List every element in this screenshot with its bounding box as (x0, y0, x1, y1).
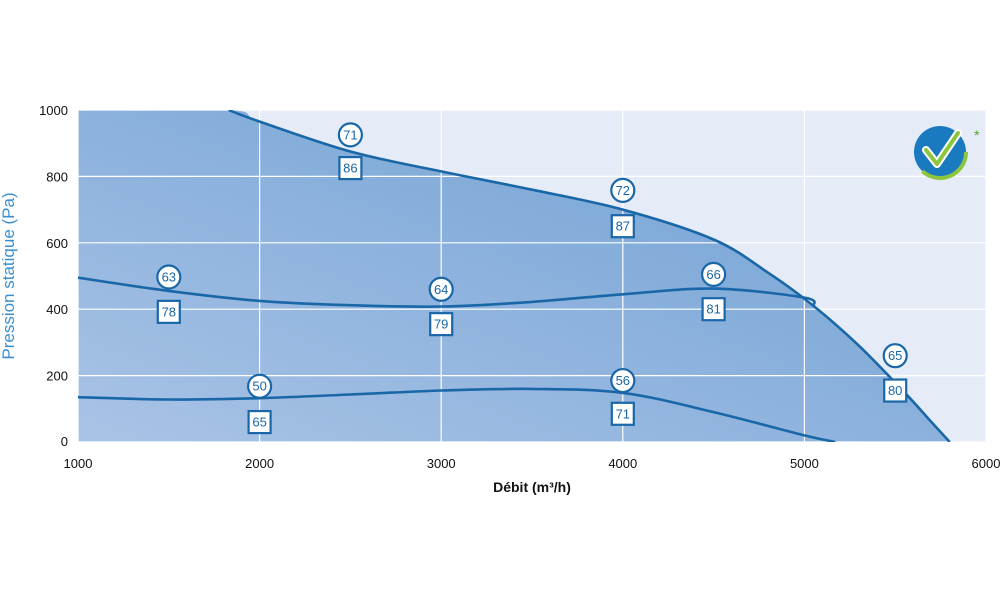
square-label: 65 (247, 409, 272, 435)
y-tick-label: 1000 (39, 103, 68, 118)
y-tick-label: 800 (46, 169, 68, 184)
circle-label: 65 (882, 343, 908, 369)
annotation-value: 79 (434, 317, 448, 332)
x-tick-label: 3000 (427, 456, 456, 471)
annotation-value: 87 (616, 219, 630, 234)
x-tick-label: 2000 (245, 456, 274, 471)
checkmark-logo-icon (912, 124, 968, 180)
annotation-value: 65 (888, 348, 902, 363)
square-label: 81 (701, 297, 726, 322)
square-label: 78 (156, 299, 181, 324)
x-axis-label: Débit (m³/h) (493, 479, 571, 495)
series-line-3 (78, 387, 836, 442)
circle-label: 71 (337, 122, 363, 148)
annotation-value: 64 (434, 282, 448, 297)
operating-area (78, 110, 950, 442)
x-tick-label: 5000 (790, 456, 819, 471)
circle-label: 72 (610, 177, 636, 203)
circle-label: 64 (428, 276, 454, 302)
annotation-value: 65 (252, 415, 266, 430)
annotations: 71 86 72 87 63 78 64 79 66 81 65 80 50 65 56 71 (156, 122, 908, 435)
y-tick-label: 400 (46, 302, 68, 317)
annotation-value: 66 (706, 267, 720, 282)
square-label: 80 (883, 378, 908, 403)
x-tick-label: 4000 (608, 456, 637, 471)
annotation-value: 63 (162, 269, 176, 284)
square-label: 79 (429, 312, 454, 337)
annotation-value: 71 (343, 127, 357, 142)
annotation-value: 72 (616, 183, 630, 198)
x-tick-label: 1000 (64, 456, 93, 471)
y-axis-label: Pression statique (Pa) (0, 192, 18, 359)
square-label: 87 (610, 214, 635, 239)
square-label: 71 (610, 401, 635, 426)
annotation-value: 86 (343, 161, 357, 176)
circle-label: 56 (610, 367, 636, 394)
y-tick-label: 600 (46, 236, 68, 251)
y-tick-label: 200 (46, 369, 68, 384)
annotation-value: 81 (706, 302, 720, 317)
circle-label: 50 (247, 373, 273, 399)
x-tick-label: 6000 (972, 456, 1000, 471)
y-axis-ticks: 0 200 400 600 800 1000 (39, 103, 68, 449)
annotation-value: 50 (252, 379, 266, 394)
square-label: 86 (338, 156, 363, 181)
y-tick-label: 0 (61, 434, 68, 449)
annotation-value: 80 (888, 383, 902, 398)
annotation-value: 56 (616, 373, 630, 388)
logo-asterisk: * (974, 127, 980, 143)
series-line-2 (78, 276, 816, 308)
circle-label: 66 (700, 261, 727, 287)
x-axis-ticks: 1000 2000 3000 4000 5000 6000 (64, 456, 1000, 471)
circle-label: 63 (156, 264, 182, 290)
annotation-value: 78 (162, 304, 176, 319)
annotation-value: 71 (616, 406, 630, 421)
